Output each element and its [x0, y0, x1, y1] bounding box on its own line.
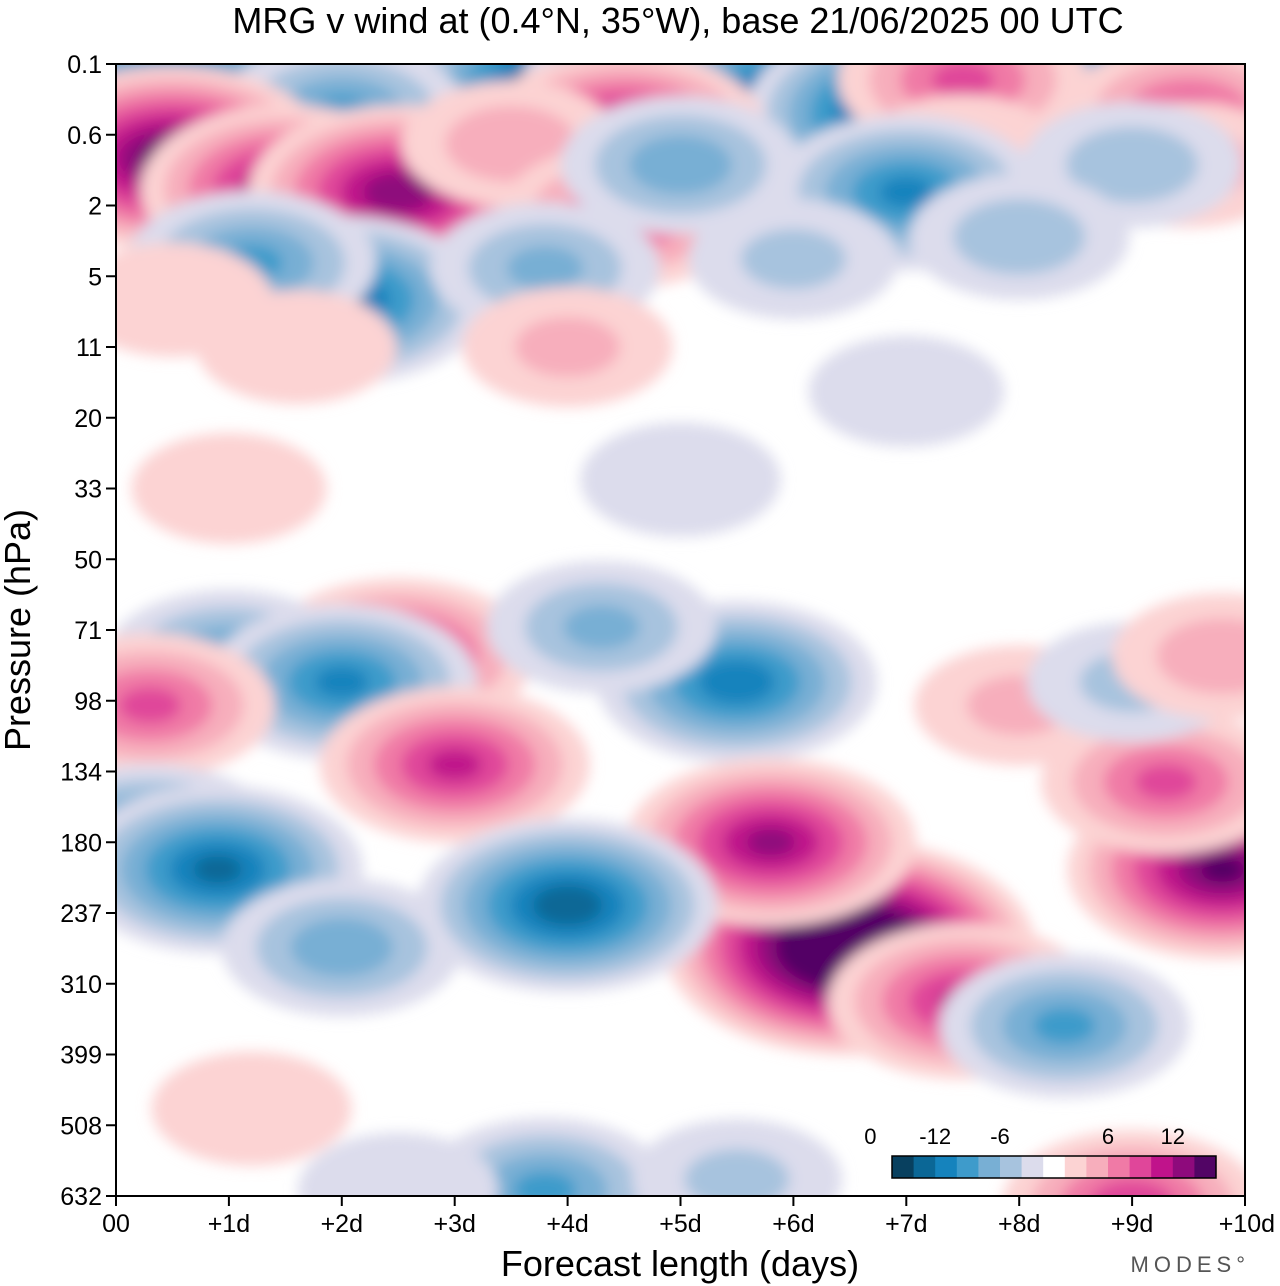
- contour-band: [580, 422, 781, 537]
- contour-band: [532, 885, 603, 926]
- y-tick-label: 71: [74, 617, 102, 645]
- colorbar-swatch: [1064, 1156, 1087, 1178]
- colorbar-swatch: [913, 1156, 936, 1178]
- contour-field: [116, 64, 1245, 1196]
- colorbar-swatch: [1086, 1156, 1109, 1178]
- contour-band: [314, 666, 369, 698]
- x-tick-label: +7d: [885, 1210, 927, 1238]
- contour-band: [953, 199, 1086, 275]
- y-tick-label: 632: [60, 1183, 102, 1211]
- x-tick-label: +9d: [1111, 1210, 1153, 1238]
- colorbar-swatch: [1151, 1156, 1174, 1178]
- colorbar-swatch: [892, 1156, 915, 1178]
- x-tick-label: +4d: [546, 1210, 588, 1238]
- x-tick-label: +1d: [208, 1210, 250, 1238]
- contour-band: [1091, 1180, 1173, 1196]
- x-axis-label: Forecast length (days): [501, 1243, 859, 1284]
- x-tick-label: +3d: [433, 1210, 475, 1238]
- colorbar-tick-label: 0: [864, 1124, 876, 1149]
- y-axis: 0.1 0.6 2 5 11 20 33 50 71 98 134 180 237 310 399 508 63…: [60, 51, 116, 1211]
- contour-band: [698, 659, 776, 705]
- contour-band: [193, 855, 242, 884]
- colorbar-swatch: [956, 1156, 979, 1178]
- y-tick-label: 399: [60, 1042, 102, 1070]
- y-tick-label: 2: [88, 193, 102, 221]
- contour-band: [427, 749, 482, 781]
- contour-band: [515, 317, 621, 377]
- x-tick-label: 00: [102, 1210, 130, 1238]
- colorbar-tick-label: -6: [990, 1124, 1010, 1149]
- y-tick-label: 98: [74, 688, 102, 716]
- contour-band: [629, 135, 732, 195]
- y-tick-label: 20: [74, 405, 102, 433]
- y-tick-label: 0.1: [67, 51, 102, 79]
- contour-band: [196, 290, 397, 404]
- modes-logo: MODES°: [1131, 1252, 1250, 1277]
- contour-band: [298, 1132, 499, 1196]
- y-axis-label: Pressure (hPa): [0, 509, 38, 751]
- contour-band: [363, 172, 433, 213]
- contour-band: [1156, 618, 1245, 694]
- colorbar-tick-label: -12: [919, 1124, 951, 1149]
- y-tick-label: 33: [74, 476, 102, 504]
- y-tick-label: 0.6: [67, 122, 102, 150]
- colorbar-swatch: [935, 1156, 958, 1178]
- contour-band: [513, 1171, 577, 1196]
- colorbar-swatch: [1000, 1156, 1023, 1178]
- y-tick-label: 508: [60, 1112, 102, 1140]
- y-tick-label: 11: [76, 334, 102, 362]
- y-tick-label: 180: [60, 829, 102, 857]
- y-tick-label: 5: [88, 263, 102, 291]
- contour-band: [808, 335, 1004, 447]
- x-tick-label: +10d: [1219, 1210, 1275, 1238]
- x-tick-label: +2d: [321, 1210, 363, 1238]
- y-tick-label: 237: [60, 900, 102, 928]
- contour-band: [684, 1149, 790, 1196]
- contour-band: [879, 176, 934, 208]
- colorbar-swatch: [1194, 1156, 1217, 1178]
- contour-band: [1066, 126, 1199, 203]
- colorbar-swatch: [1021, 1156, 1044, 1178]
- y-tick-label: 134: [60, 759, 102, 787]
- contour-band: [740, 229, 846, 290]
- y-tick-label: 310: [60, 971, 102, 999]
- colorbar-tick-label: 6: [1102, 1124, 1114, 1149]
- colorbar-swatch: [1129, 1156, 1152, 1178]
- x-axis: 00 +1d +2d +3d +4d +5d +6d +7d +8d +9d +10d: [102, 1196, 1275, 1238]
- colorbar-tick-label: 12: [1161, 1124, 1185, 1149]
- colorbar-frame: [891, 1155, 1217, 1179]
- chart-title: MRG v wind at (0.4°N, 35°W), base 21/06/…: [232, 0, 1123, 41]
- contour-band: [290, 917, 394, 977]
- contour-band: [131, 433, 327, 544]
- colorbar-swatch: [1043, 1156, 1066, 1178]
- contour-band: [563, 605, 640, 650]
- x-tick-label: +6d: [772, 1210, 814, 1238]
- contour-band: [118, 687, 182, 724]
- x-tick-label: +5d: [659, 1210, 701, 1238]
- colorbar-swatch: [978, 1156, 1001, 1178]
- contour-band: [151, 1051, 352, 1166]
- y-tick-label: 50: [74, 546, 102, 574]
- contour-band: [506, 246, 584, 291]
- colorbar-swatch: [1172, 1156, 1195, 1178]
- contour-band: [931, 64, 994, 99]
- contour-band: [1200, 856, 1245, 883]
- contour-band: [1033, 1007, 1096, 1044]
- x-tick-label: +8d: [998, 1210, 1040, 1238]
- colorbar: -12 -6 0 6 12: [864, 1124, 1217, 1179]
- contour-band: [746, 828, 795, 857]
- colorbar-swatch: [1108, 1156, 1131, 1178]
- contour-band: [1134, 764, 1198, 801]
